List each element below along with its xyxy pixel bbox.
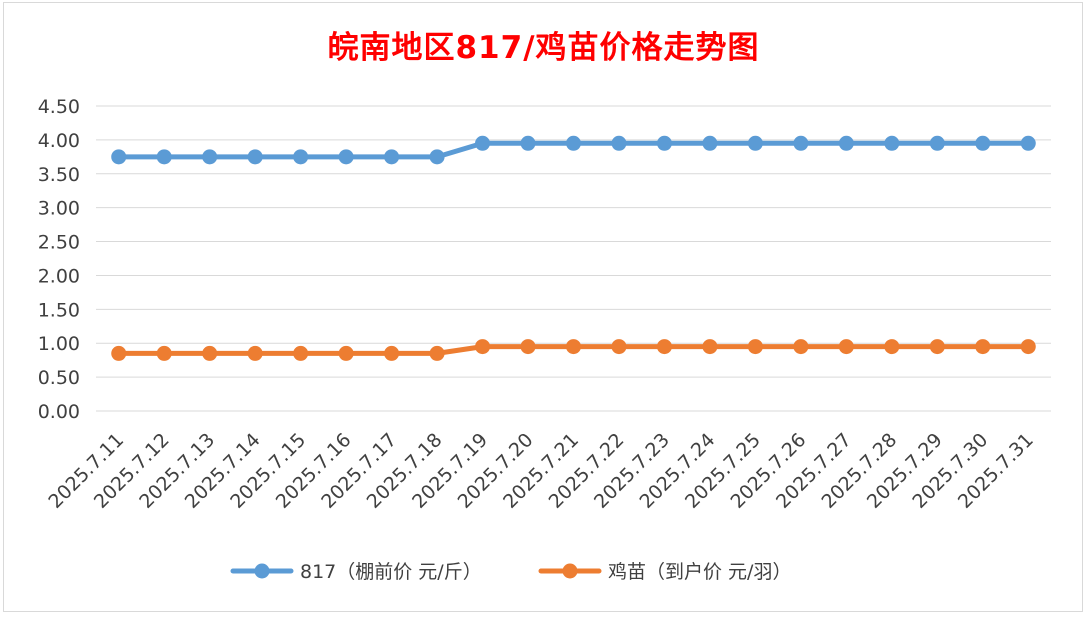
data-point <box>247 149 263 165</box>
data-point <box>702 135 718 151</box>
data-point <box>338 345 354 361</box>
data-point <box>884 339 900 355</box>
data-point <box>293 345 309 361</box>
data-point <box>975 135 991 151</box>
y-tick-label: 1.50 <box>38 299 80 321</box>
data-point <box>520 135 536 151</box>
data-point <box>838 339 854 355</box>
data-point <box>611 339 627 355</box>
data-point <box>429 149 445 165</box>
data-point <box>111 345 127 361</box>
data-point <box>838 135 854 151</box>
data-point <box>566 339 581 355</box>
data-point <box>929 339 945 355</box>
data-point <box>656 135 672 151</box>
data-point <box>111 149 127 165</box>
data-point <box>793 135 809 151</box>
data-point <box>475 135 491 151</box>
y-tick-label: 2.00 <box>38 265 80 287</box>
data-point <box>611 135 627 151</box>
data-point <box>247 345 263 361</box>
y-tick-label: 3.50 <box>38 164 80 186</box>
y-tick-label: 0.50 <box>38 367 80 389</box>
data-point <box>1020 135 1036 151</box>
data-point <box>384 345 400 361</box>
data-point <box>656 339 672 355</box>
y-tick-label: 4.00 <box>38 130 80 152</box>
data-point <box>793 339 809 355</box>
data-point <box>702 339 718 355</box>
chart-area <box>3 2 1083 612</box>
data-point <box>929 135 945 151</box>
data-point <box>566 135 581 151</box>
data-point <box>429 345 445 361</box>
y-tick-label: 1.00 <box>38 333 80 355</box>
data-point <box>520 339 536 355</box>
y-tick-label: 2.50 <box>38 232 80 254</box>
data-point <box>1020 339 1036 355</box>
legend-label-1: 817（棚前价 元/斤） <box>300 561 482 583</box>
data-point <box>884 135 900 151</box>
data-point <box>156 149 172 165</box>
legend-marker-2 <box>562 563 578 579</box>
y-tick-label: 4.50 <box>38 96 80 118</box>
data-point <box>202 345 218 361</box>
data-point <box>975 339 991 355</box>
legend-marker-1 <box>254 563 270 579</box>
y-tick-label: 3.00 <box>38 198 80 220</box>
legend-label-2: 鸡苗（到户价 元/羽） <box>608 561 791 583</box>
chart-title: 皖南地区817/鸡苗价格走势图 <box>327 30 760 66</box>
data-point <box>747 339 763 355</box>
data-point <box>202 149 218 165</box>
data-point <box>384 149 400 165</box>
data-point <box>338 149 354 165</box>
data-point <box>293 149 309 165</box>
data-point <box>156 345 172 361</box>
data-point <box>747 135 763 151</box>
y-tick-label: 0.00 <box>38 401 80 423</box>
data-point <box>475 339 491 355</box>
